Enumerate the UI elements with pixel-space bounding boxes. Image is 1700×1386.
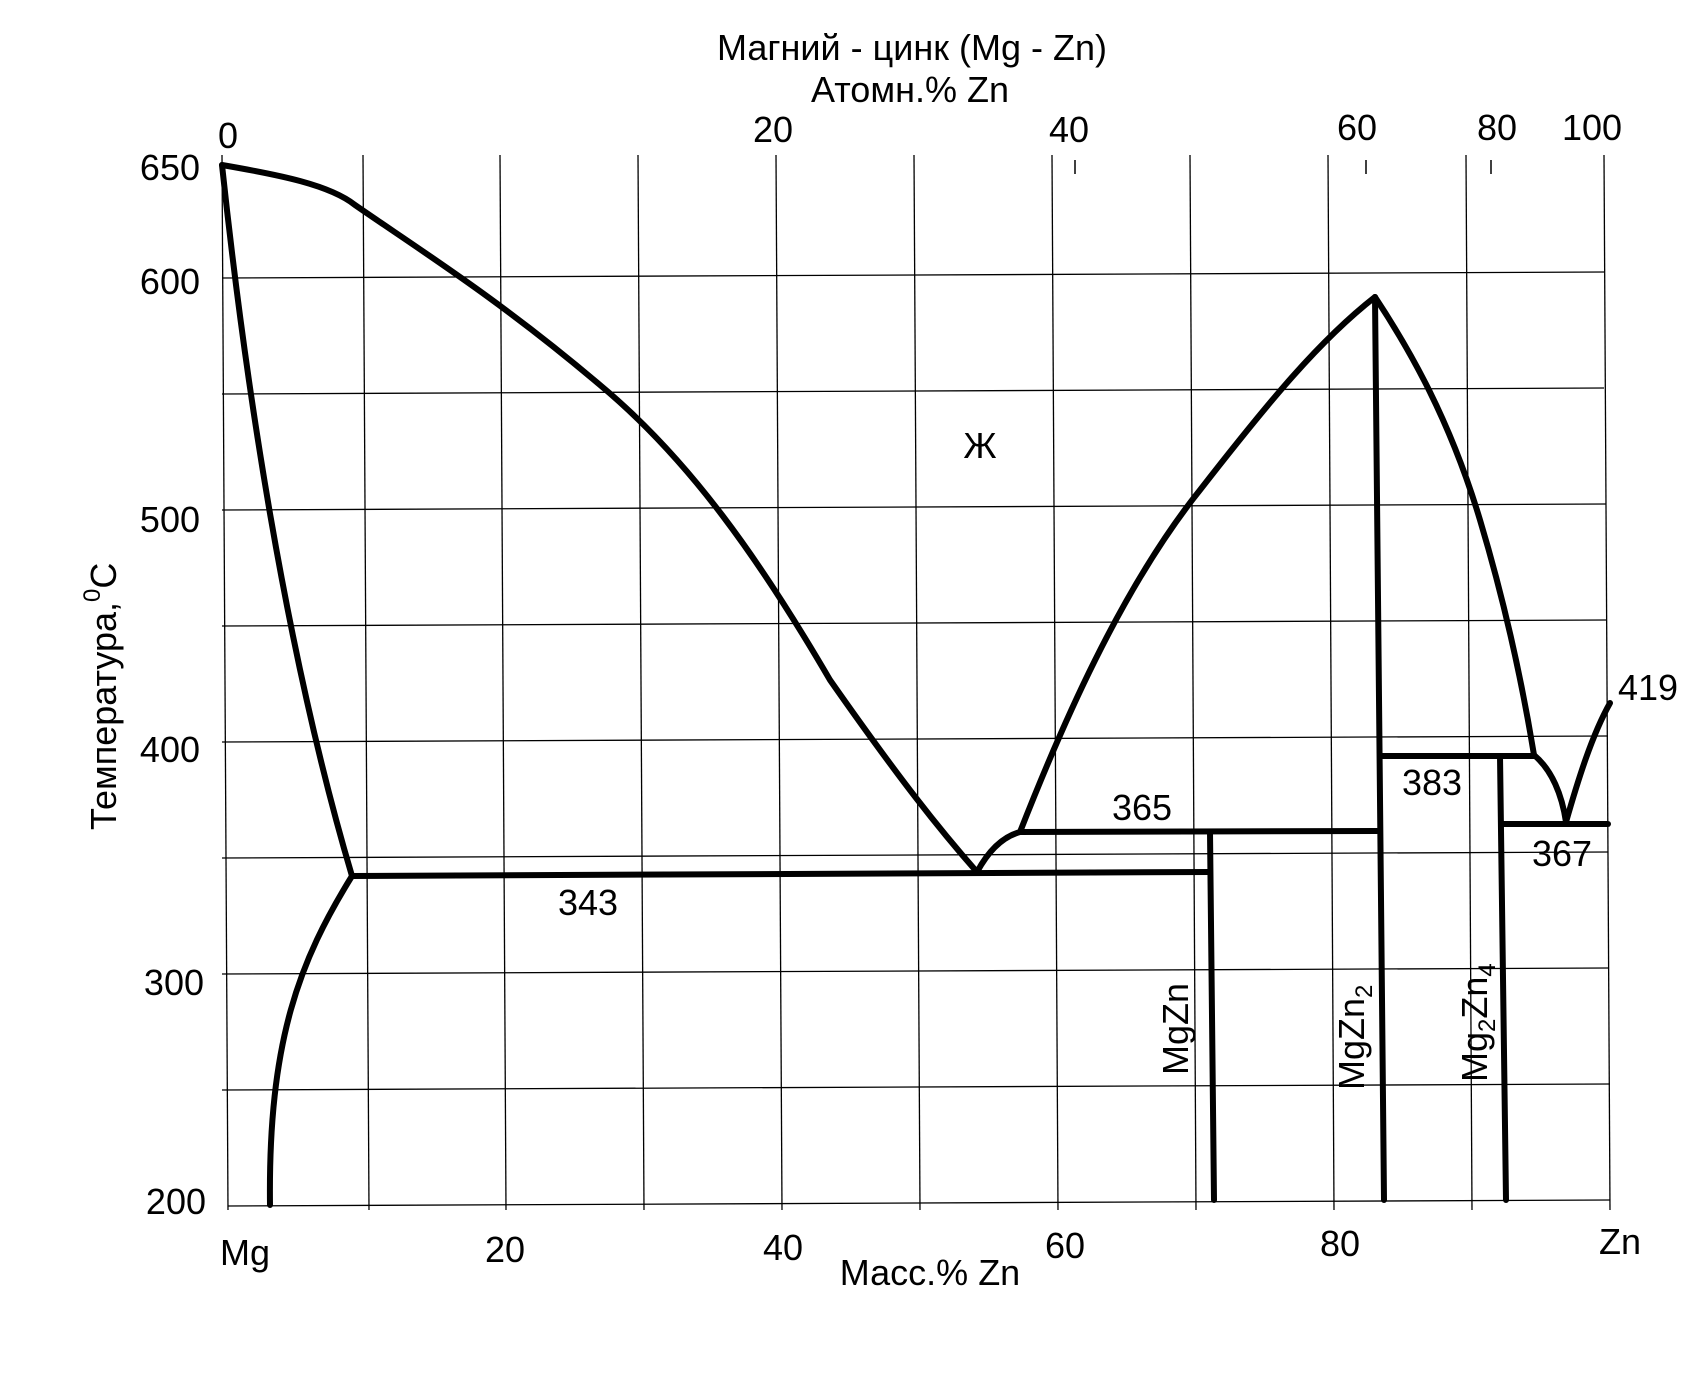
bottom-tick-80: 80 — [1320, 1223, 1360, 1264]
svg-text:MgZn2: MgZn2 — [1331, 985, 1378, 1090]
bottom-axis-label: Масс.% Zn — [840, 1252, 1020, 1293]
y-tick-500: 500 — [140, 499, 200, 540]
svg-text:MgZn: MgZn — [1155, 983, 1196, 1075]
top-axis-ticks — [1074, 160, 1492, 174]
peritectic-365-line — [1017, 828, 1380, 835]
mgzn-line — [1207, 829, 1217, 1203]
liquidus-zn-left — [1531, 752, 1569, 825]
top-tick-0: 0 — [218, 115, 238, 156]
y-tick-650: 650 — [140, 147, 200, 188]
chart-title: Магний - цинк (Mg - Zn) — [717, 27, 1107, 68]
bottom-tick-mg: Mg — [220, 1232, 270, 1273]
y-tick-200: 200 — [146, 1181, 206, 1222]
y-tick-400: 400 — [140, 729, 200, 770]
y-tick-300: 300 — [144, 962, 204, 1003]
compound-mgzn2-label: MgZn2 — [1331, 985, 1378, 1090]
svg-text:Температура,0C: Температура,0C — [79, 563, 124, 830]
eutectic-hook — [974, 829, 1023, 875]
svg-text:Mg2Zn4: Mg2Zn4 — [1454, 963, 1501, 1082]
liquid-field-label: Ж — [963, 425, 996, 466]
bottom-tick-40: 40 — [763, 1227, 803, 1268]
mg2zn4-line — [1497, 753, 1509, 1203]
top-tick-60: 60 — [1337, 107, 1377, 148]
liquidus-mgzn2-left — [1017, 294, 1378, 835]
compound-mgzn-label: MgZn — [1155, 983, 1196, 1075]
bottom-tick-20: 20 — [485, 1229, 525, 1270]
mgzn2-line — [1372, 294, 1387, 1203]
temp-383: 383 — [1402, 762, 1462, 803]
liquidus-zn-right — [1563, 700, 1613, 825]
temp-343: 343 — [558, 882, 618, 923]
liquidus-mgzn2-right — [1372, 294, 1537, 758]
bottom-tick-60: 60 — [1045, 1225, 1085, 1266]
liquidus-mg-side — [219, 162, 980, 875]
temp-419: 419 — [1618, 667, 1678, 708]
top-tick-40: 40 — [1049, 109, 1089, 150]
top-axis-label: Атомн.% Zn — [811, 69, 1009, 110]
temp-365: 365 — [1112, 787, 1172, 828]
y-tick-600: 600 — [140, 261, 200, 302]
bottom-tick-zn: Zn — [1599, 1221, 1641, 1262]
grid — [221, 154, 1611, 1211]
top-tick-20: 20 — [753, 109, 793, 150]
phase-boundaries — [219, 162, 1613, 1208]
y-axis-label: Температура,0C — [79, 563, 124, 830]
solidus-mg — [219, 162, 355, 879]
compound-mg2zn4-label: Mg2Zn4 — [1454, 963, 1501, 1082]
eutectic-343-line — [349, 869, 1213, 879]
top-tick-100: 100 — [1562, 107, 1622, 148]
top-tick-80: 80 — [1477, 107, 1517, 148]
temp-367: 367 — [1532, 833, 1592, 874]
solvus-mg — [266, 873, 355, 1208]
